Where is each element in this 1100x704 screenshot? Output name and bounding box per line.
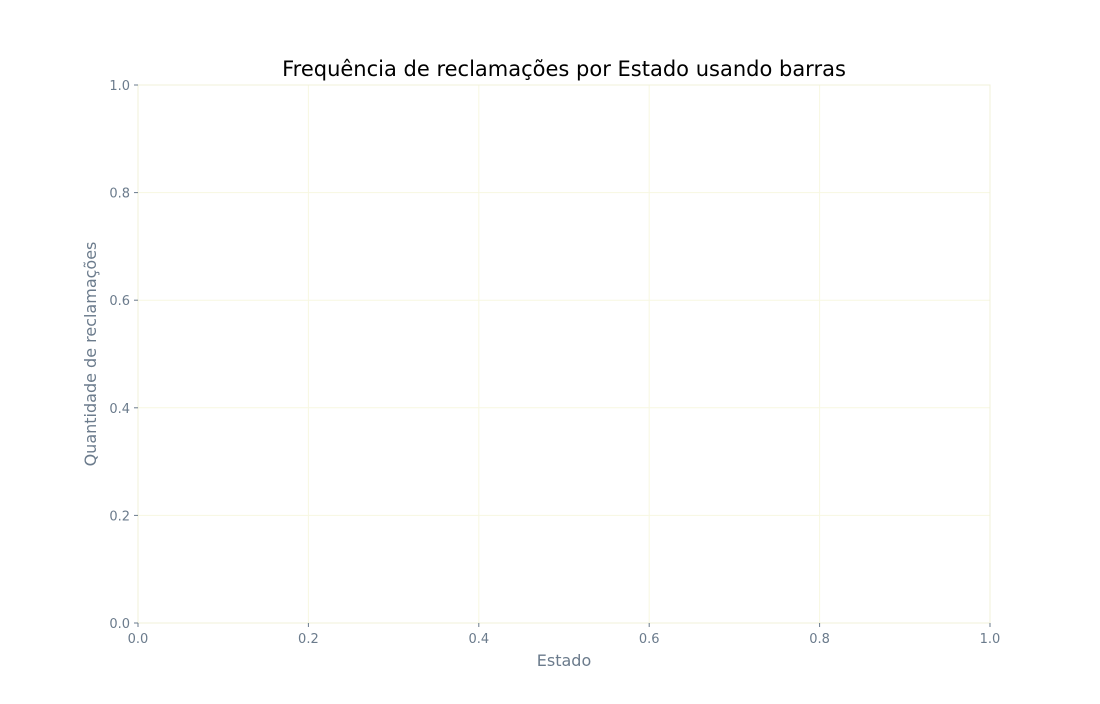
x-tick-label: 0.4 bbox=[468, 632, 489, 647]
x-tick-label: 0.6 bbox=[639, 632, 660, 647]
y-axis-ticks: 0.0 0.2 0.4 0.6 0.8 1.0 bbox=[109, 79, 138, 632]
y-tick-label: 0.0 bbox=[109, 617, 130, 632]
y-tick-label: 1.0 bbox=[109, 79, 130, 94]
y-tick-label: 0.6 bbox=[109, 294, 130, 309]
y-tick-label: 0.8 bbox=[109, 187, 130, 202]
grid-lines bbox=[137, 84, 991, 624]
x-tick-label: 0.8 bbox=[809, 632, 830, 647]
x-tick-label: 1.0 bbox=[980, 632, 1001, 647]
x-axis-label: Estado bbox=[537, 651, 591, 670]
chart-title: Frequência de reclamações por Estado usa… bbox=[282, 57, 846, 81]
plot-frame bbox=[137, 84, 991, 624]
y-tick-label: 0.4 bbox=[109, 402, 130, 417]
y-axis-label: Quantidade de reclamações bbox=[81, 242, 100, 467]
x-axis-ticks: 0.0 0.2 0.4 0.6 0.8 1.0 bbox=[128, 623, 1001, 647]
x-tick-label: 0.0 bbox=[128, 632, 149, 647]
axes-spines bbox=[137, 84, 991, 624]
x-tick-label: 0.2 bbox=[298, 632, 319, 647]
y-tick-label: 0.2 bbox=[109, 509, 130, 524]
